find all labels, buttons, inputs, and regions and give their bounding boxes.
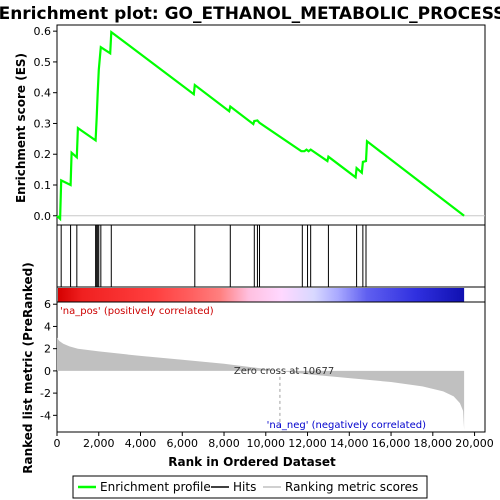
hits-markers [60, 225, 367, 287]
legend-metric-label: Ranking metric scores [285, 480, 418, 494]
es-y-tick-label: 0.0 [34, 210, 52, 223]
metric-y-axis: -4 -2 0 2 4 6 [40, 298, 57, 422]
es-y-tick-label: 0.1 [34, 179, 52, 192]
es-y-tick-label: 0.6 [34, 25, 52, 38]
x-axis: 0 2,000 4,000 6,000 8,000 10,000 12,000 14,000 1… [54, 432, 494, 450]
es-panel-frame [56, 24, 486, 226]
x-tick-label: 8,000 [208, 437, 240, 450]
chart-title: Enrichment plot: GO_ETHANOL_METABOLIC_PR… [0, 4, 500, 24]
legend-box [72, 475, 428, 499]
x-tick-label: 12,000 [288, 437, 327, 450]
ranking-metric-area [57, 337, 465, 430]
es-y-axis-label: Enrichment score (ES) [14, 53, 28, 203]
es-y-tick-label: 0.5 [34, 56, 52, 69]
x-tick-label: 0 [54, 437, 61, 450]
es-y-axis: 0.0 0.1 0.2 0.3 0.4 0.5 0.6 [34, 25, 57, 223]
enrichment-profile-line [56, 29, 465, 222]
zero-cross-label: Zero cross at 10677 [234, 366, 334, 377]
metric-y-tick-label: 6 [44, 298, 51, 311]
metric-y-axis-label: Ranked list metric (PreRanked) [21, 262, 35, 474]
legend-hits-label: Hits [233, 480, 256, 494]
x-axis-label: Rank in Ordered Dataset [168, 455, 336, 469]
x-tick-label: 6,000 [167, 437, 199, 450]
na-neg-label: 'na_neg' (negatively correlated) [267, 420, 426, 431]
hits-panel-frame [56, 224, 486, 288]
es-y-tick-label: 0.3 [34, 117, 52, 130]
es-y-tick-label: 0.2 [34, 148, 52, 161]
metric-y-tick-label: 2 [44, 343, 51, 356]
x-tick-label: 20,000 [455, 437, 494, 450]
ranking-heatmap-bar [58, 288, 465, 302]
legend-enrichment-label: Enrichment profile [100, 480, 211, 494]
metric-y-tick-label: 0 [44, 365, 51, 378]
metric-y-tick-label: -4 [40, 409, 51, 422]
x-tick-label: 14,000 [330, 437, 369, 450]
x-tick-label: 2,000 [83, 437, 115, 450]
x-tick-label: 4,000 [125, 437, 157, 450]
na-pos-label: 'na_pos' (positively correlated) [60, 306, 214, 317]
metric-y-tick-label: -2 [40, 387, 51, 400]
es-y-tick-label: 0.4 [34, 87, 52, 100]
x-tick-label: 16,000 [372, 437, 411, 450]
x-tick-label: 18,000 [414, 437, 453, 450]
metric-y-tick-label: 4 [44, 320, 51, 333]
x-tick-label: 10,000 [247, 437, 286, 450]
